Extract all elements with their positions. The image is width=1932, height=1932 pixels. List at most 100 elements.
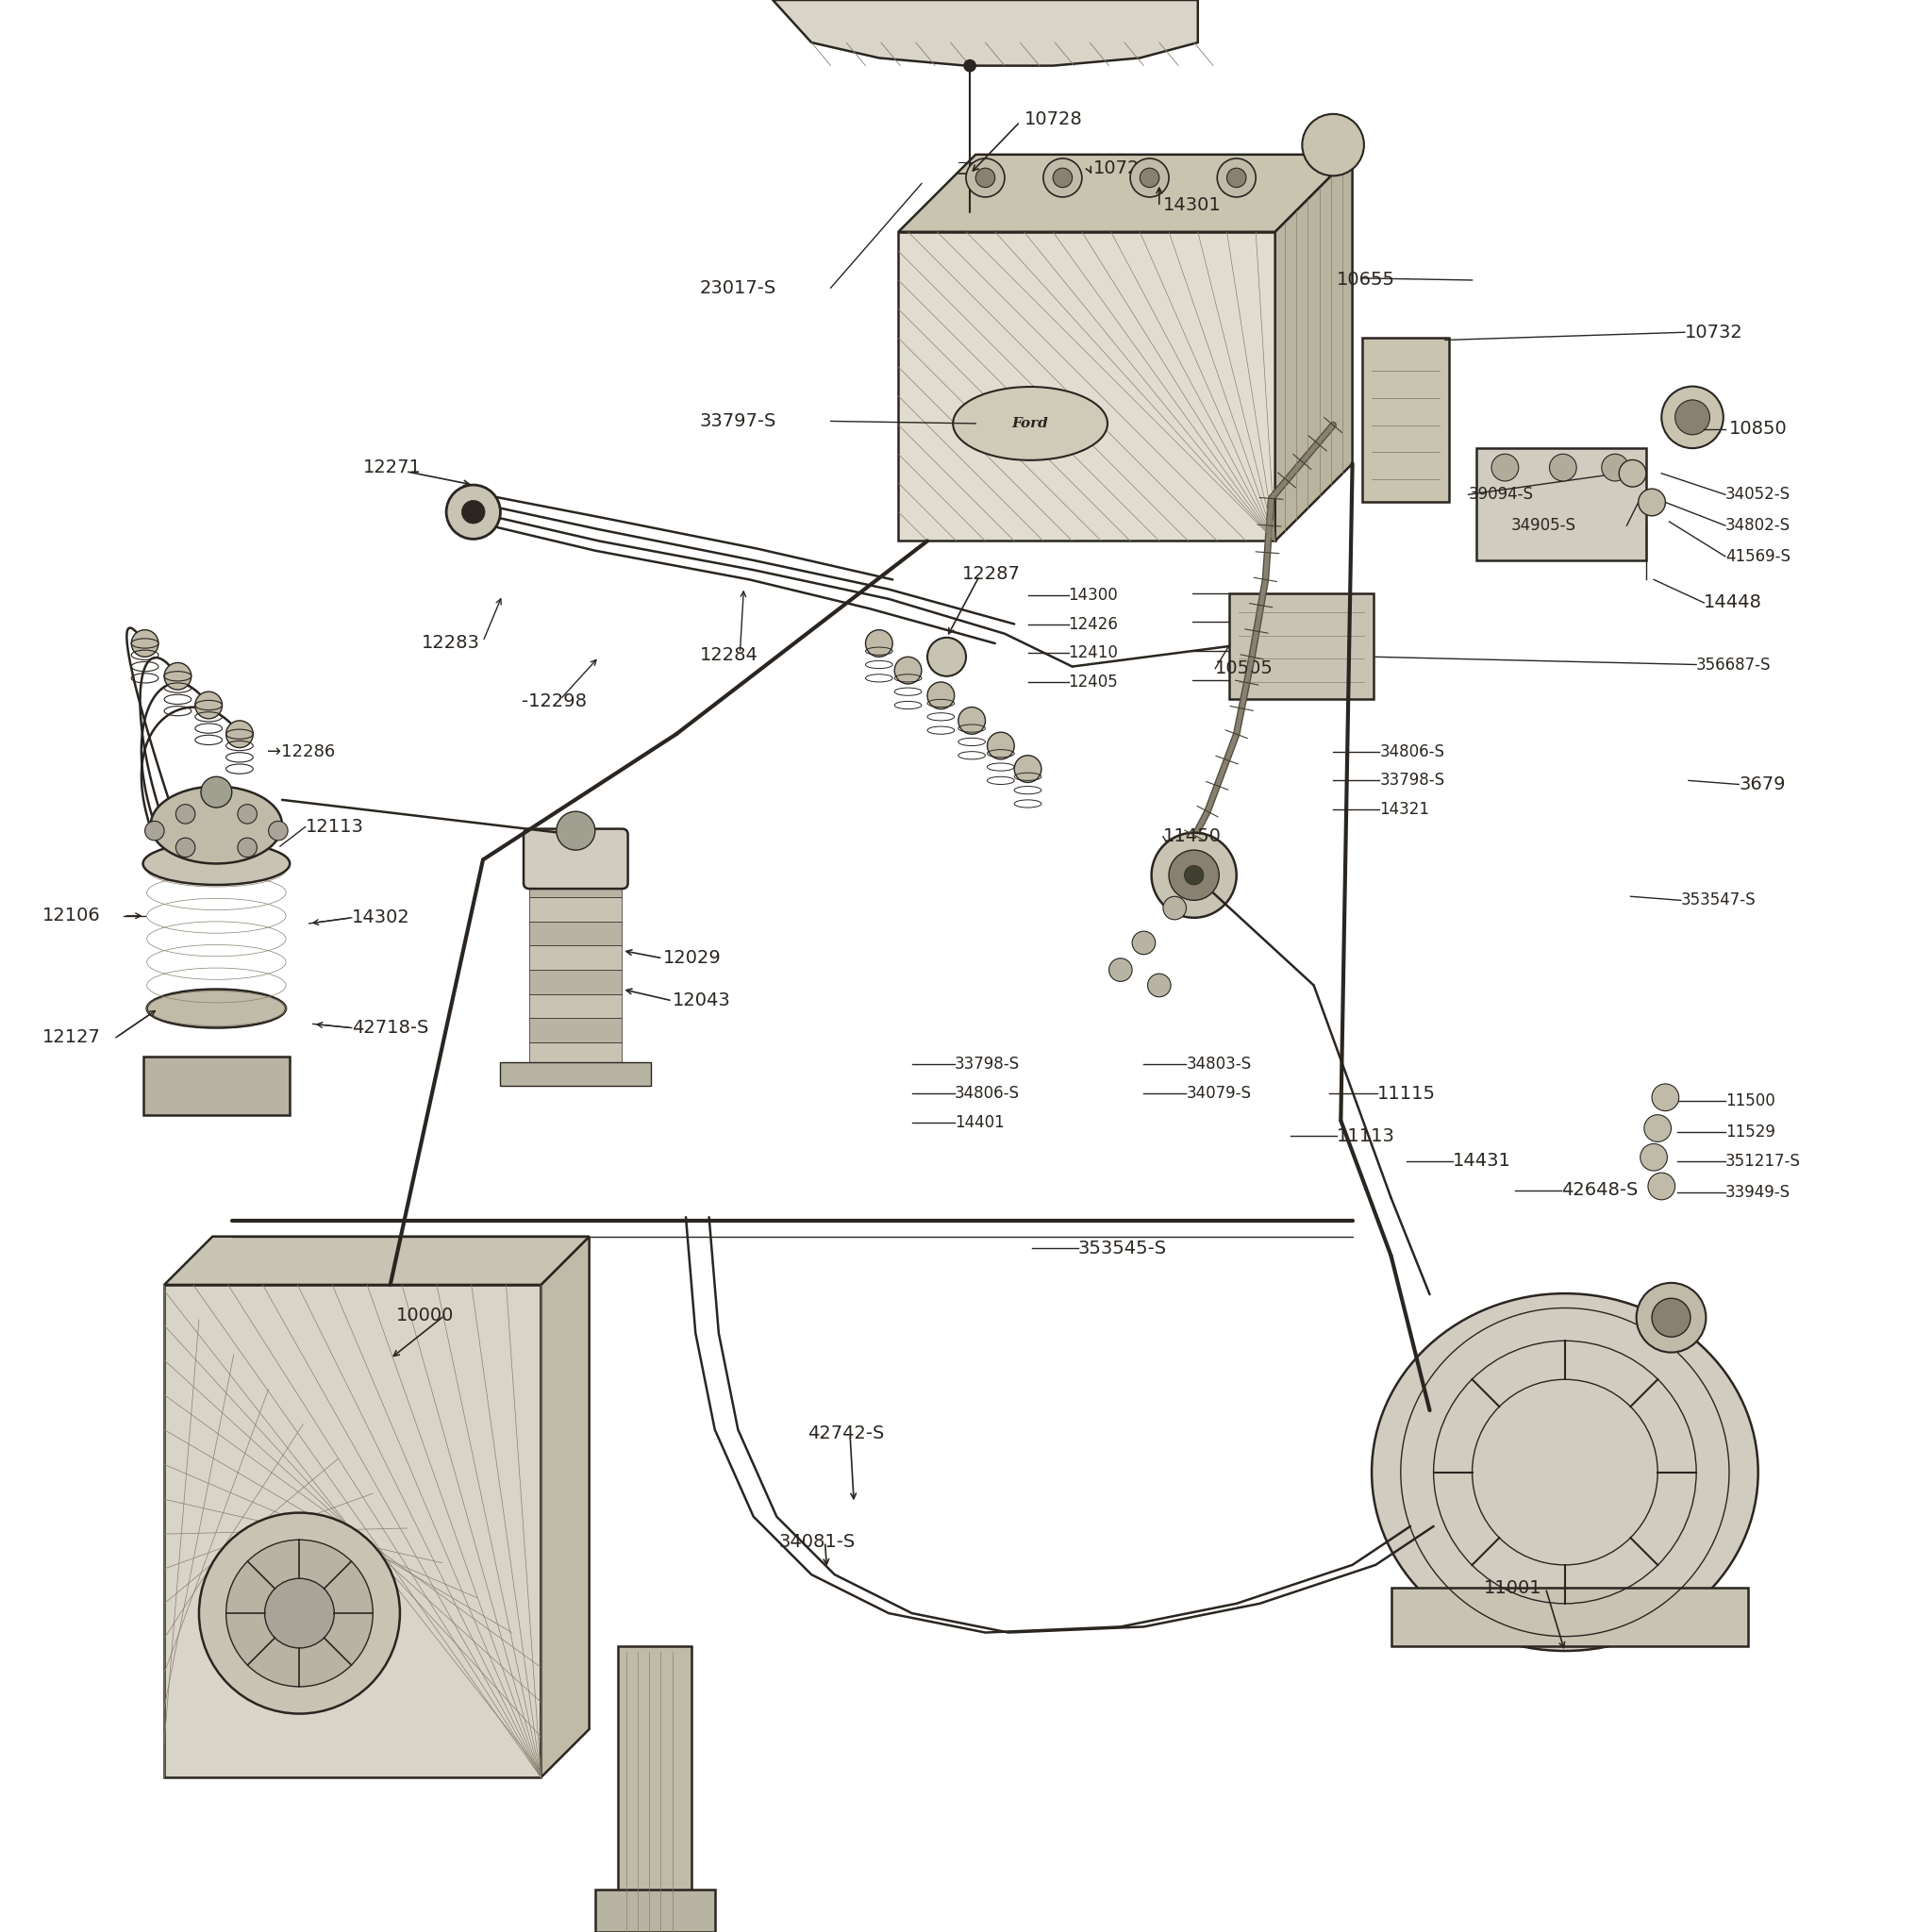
Circle shape [1675,400,1710,435]
Text: 12284: 12284 [699,645,757,665]
Text: 33949-S: 33949-S [1725,1184,1791,1200]
Circle shape [1640,1144,1667,1171]
Circle shape [958,707,985,734]
Text: 11115: 11115 [1378,1084,1435,1103]
Text: 34806-S: 34806-S [1379,744,1445,759]
Bar [529,873,622,896]
Text: 12283: 12283 [421,634,479,653]
Circle shape [446,485,500,539]
Text: 10655: 10655 [1337,270,1395,290]
Text: 12287: 12287 [962,564,1020,583]
Text: 10728: 10728 [1024,110,1082,129]
Circle shape [987,732,1014,759]
Bar [618,1646,692,1932]
Circle shape [1492,454,1519,481]
Circle shape [1014,755,1041,782]
Circle shape [226,1540,373,1687]
Text: Ford: Ford [1012,417,1049,431]
Circle shape [462,500,485,524]
Circle shape [1648,1173,1675,1200]
Circle shape [1652,1298,1690,1337]
Text: 33798-S: 33798-S [954,1057,1020,1072]
Circle shape [1662,386,1723,448]
Circle shape [556,811,595,850]
Circle shape [131,630,158,657]
Circle shape [1151,833,1236,918]
Text: 14321: 14321 [1379,802,1430,817]
Bar [529,970,622,993]
Text: 41569-S: 41569-S [1725,549,1791,564]
Circle shape [866,630,893,657]
Text: 356687-S: 356687-S [1696,657,1772,672]
Text: 12405: 12405 [1068,674,1119,690]
Circle shape [1109,958,1132,981]
Circle shape [1043,158,1082,197]
Text: 14431: 14431 [1453,1151,1511,1171]
Circle shape [1169,850,1219,900]
Text: 11450: 11450 [1163,827,1221,846]
Circle shape [1302,114,1364,176]
Bar [1229,593,1374,699]
Circle shape [1638,489,1665,516]
Ellipse shape [952,386,1107,460]
Text: 14301: 14301 [1163,195,1221,214]
Text: 33797-S: 33797-S [699,412,777,431]
Text: 23017-S: 23017-S [699,278,777,298]
Bar [500,1063,651,1086]
Circle shape [1227,168,1246,187]
Text: 11500: 11500 [1725,1094,1776,1109]
Circle shape [966,158,1005,197]
Circle shape [1053,168,1072,187]
Text: 34905-S: 34905-S [1511,518,1577,533]
Bar [529,947,622,970]
Text: 353547-S: 353547-S [1681,893,1756,908]
FancyBboxPatch shape [524,829,628,889]
Text: 12127: 12127 [43,1028,100,1047]
Text: 34079-S: 34079-S [1186,1086,1252,1101]
Text: 14448: 14448 [1704,593,1762,612]
Bar [529,896,622,922]
Text: 10000: 10000 [396,1306,454,1325]
Text: 12029: 12029 [663,949,721,968]
Circle shape [1619,460,1646,487]
Text: 34806-S: 34806-S [954,1086,1020,1101]
Text: 12113: 12113 [305,817,363,837]
Text: -12298: -12298 [522,692,587,711]
Text: 42742-S: 42742-S [808,1424,885,1443]
Bar [898,232,1275,541]
Circle shape [1549,454,1577,481]
Text: 11001: 11001 [1484,1578,1542,1598]
Text: 34802-S: 34802-S [1725,518,1791,533]
Circle shape [1636,1283,1706,1352]
Text: 14302: 14302 [352,908,410,927]
Circle shape [238,804,257,823]
Circle shape [964,60,976,71]
Text: 10720: 10720 [1094,158,1151,178]
Text: 12043: 12043 [672,991,730,1010]
Bar [143,1057,290,1115]
Text: 34081-S: 34081-S [779,1532,856,1551]
Ellipse shape [1372,1294,1758,1650]
Text: 11113: 11113 [1337,1126,1395,1146]
Text: 14300: 14300 [1068,587,1119,603]
Circle shape [1140,168,1159,187]
Circle shape [238,838,257,858]
Text: 42718-S: 42718-S [352,1018,429,1037]
Text: 12410: 12410 [1068,645,1119,661]
Circle shape [201,777,232,808]
Circle shape [895,657,922,684]
Circle shape [927,682,954,709]
Circle shape [927,638,966,676]
Bar [595,1889,715,1932]
Circle shape [145,821,164,840]
Circle shape [1217,158,1256,197]
Polygon shape [773,0,1198,66]
Polygon shape [541,1236,589,1777]
Text: →12286: →12286 [267,744,334,759]
Text: 34052-S: 34052-S [1725,487,1791,502]
Circle shape [1130,158,1169,197]
Bar [1391,1588,1748,1646]
Ellipse shape [151,786,282,864]
Ellipse shape [147,989,286,1028]
Circle shape [269,821,288,840]
